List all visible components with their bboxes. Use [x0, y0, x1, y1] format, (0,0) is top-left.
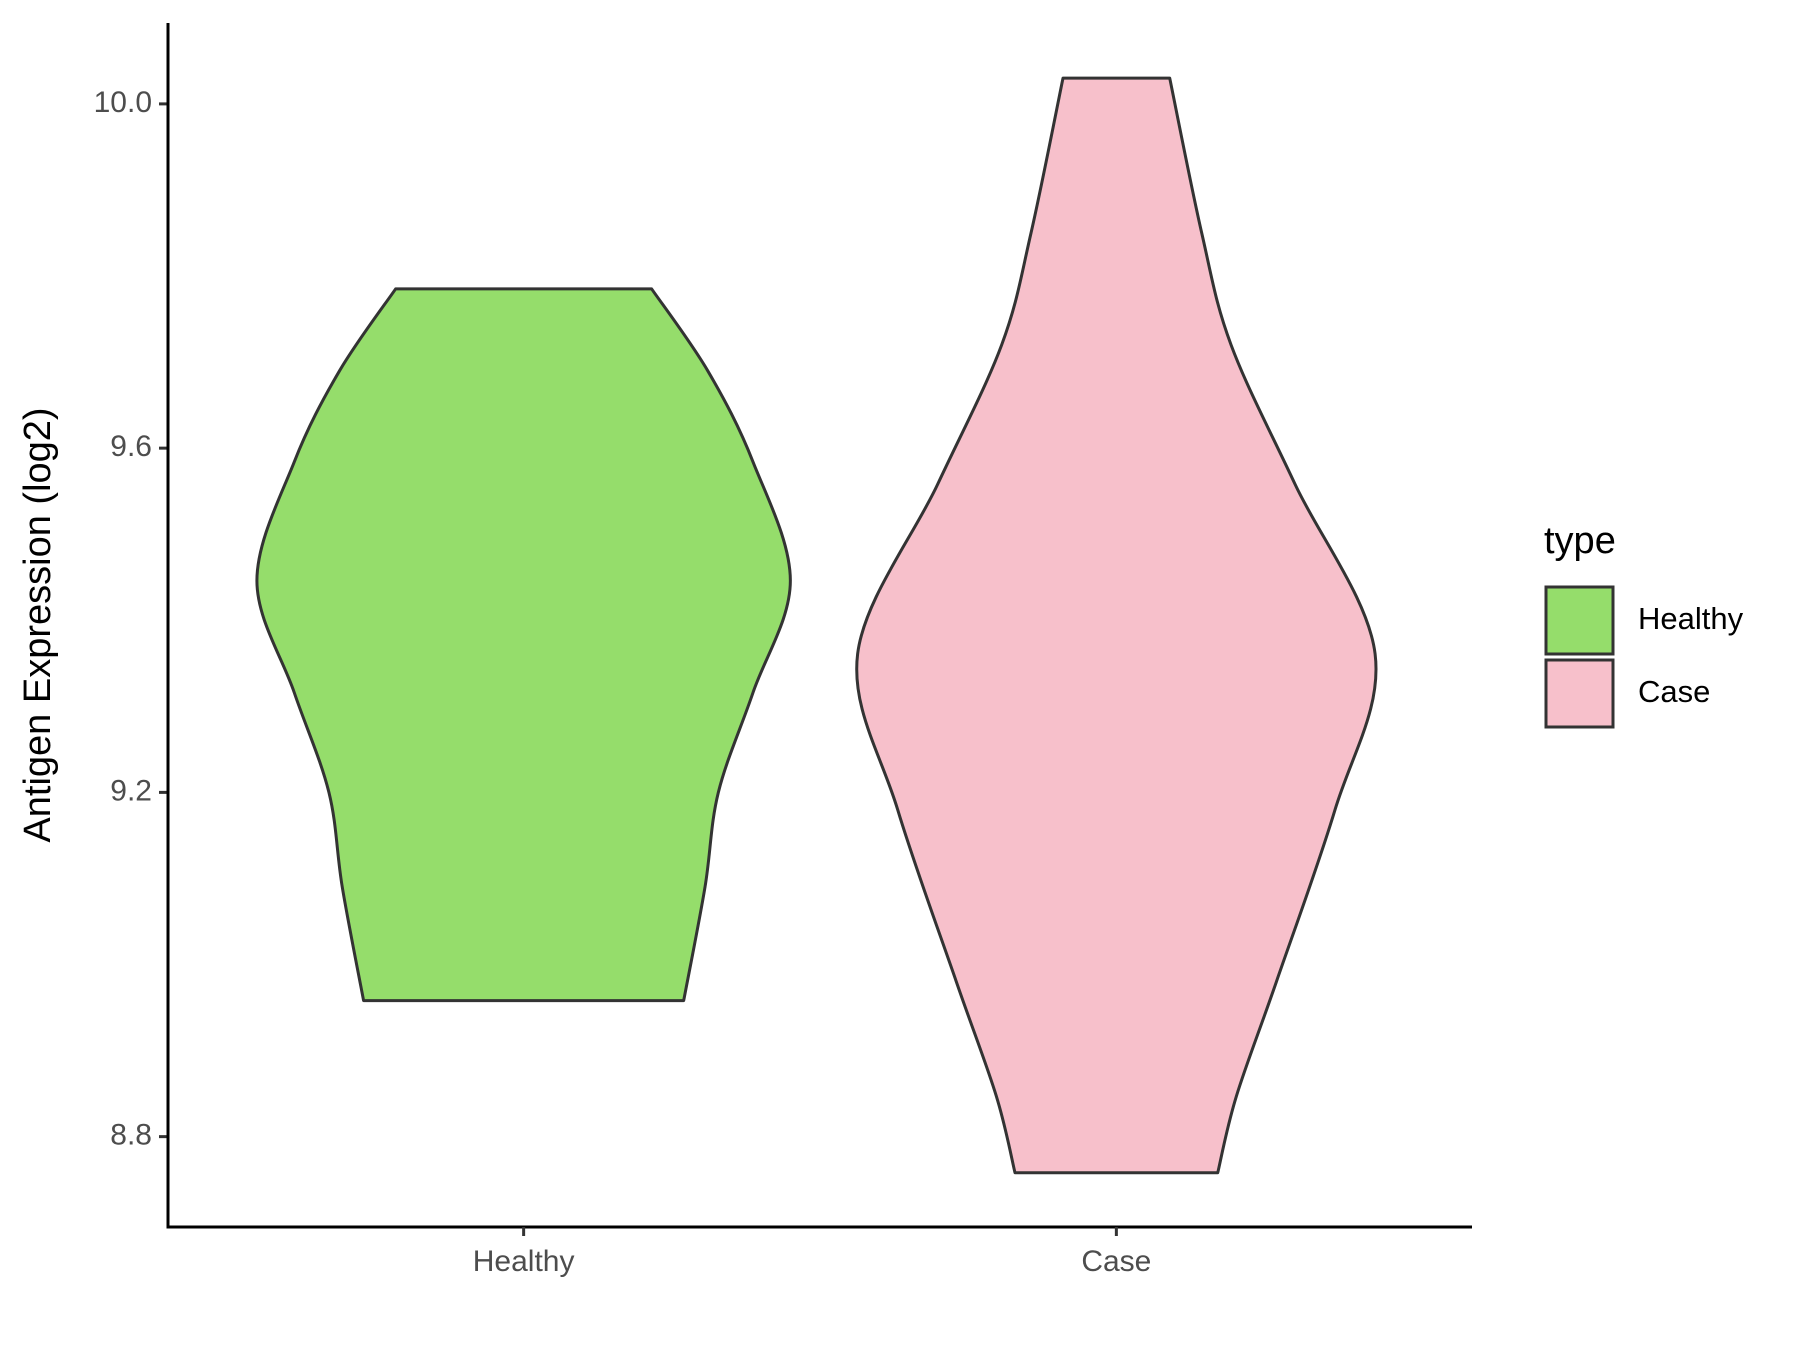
y-tick-label: 8.8 — [110, 1119, 152, 1152]
x-tick-label: Case — [1081, 1245, 1151, 1278]
legend-title: type — [1544, 520, 1616, 562]
y-tick-label: 10.0 — [94, 86, 152, 119]
y-tick-label: 9.6 — [110, 430, 152, 463]
y-axis-label: Antigen Expression (log2) — [17, 407, 59, 842]
legend-key — [1544, 658, 1615, 729]
violin — [255, 287, 792, 1003]
x-tick-label: Healthy — [473, 1245, 575, 1278]
violin — [855, 76, 1378, 1175]
legend-key — [1544, 585, 1615, 656]
legend-label: Case — [1638, 674, 1710, 709]
y-tick-label: 9.2 — [110, 774, 152, 807]
legend-label: Healthy — [1638, 601, 1744, 636]
